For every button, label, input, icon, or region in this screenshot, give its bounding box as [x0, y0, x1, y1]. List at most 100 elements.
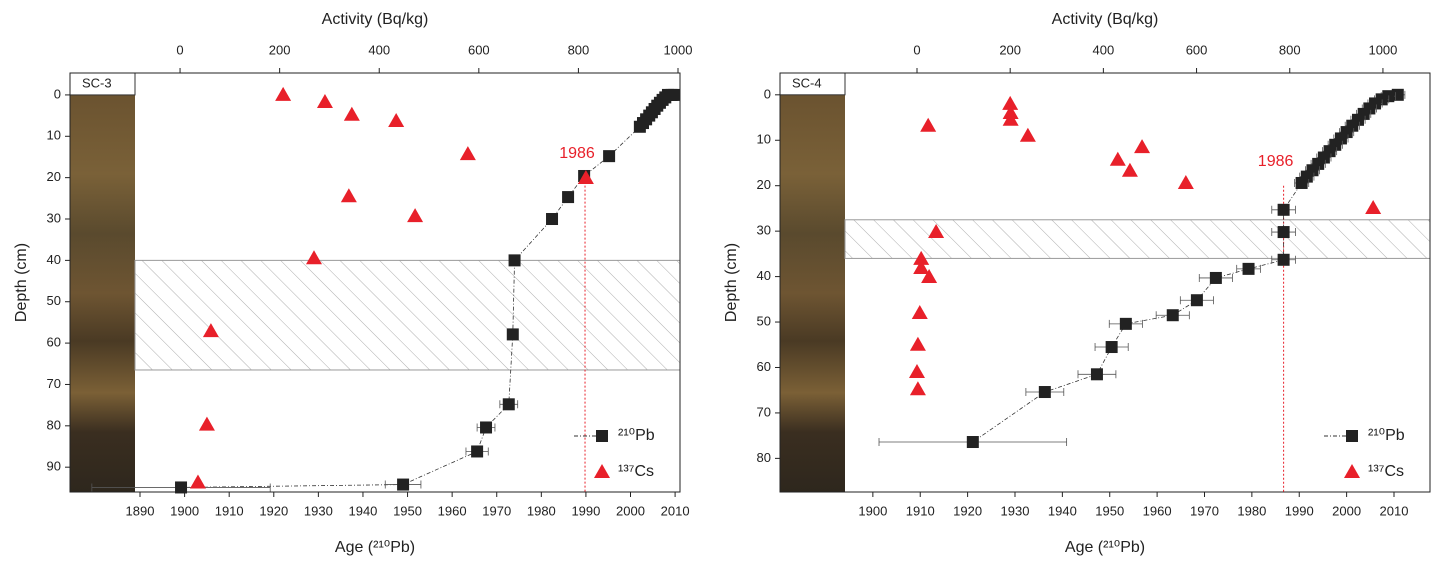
x-tick-label: 2000 [616, 503, 645, 518]
y-tick-label: 70 [47, 376, 61, 391]
point [480, 421, 493, 434]
point [546, 213, 559, 226]
point [562, 191, 575, 204]
x-tick-label: 1930 [1001, 503, 1030, 518]
point [911, 304, 928, 319]
x2-tick-label: 800 [568, 42, 590, 57]
point [928, 224, 945, 239]
point [1002, 95, 1019, 110]
x-tick-label: 1970 [482, 503, 511, 518]
y-tick-label: 60 [757, 359, 771, 374]
point [1277, 203, 1290, 216]
x-tick-label: 1940 [1048, 503, 1077, 518]
core-label: SC-3 [82, 75, 112, 90]
x2-tick-label: 0 [176, 42, 183, 57]
y-tick-label: 20 [47, 169, 61, 184]
x-tick-label: 1900 [170, 503, 199, 518]
legend-label: ¹³⁷Cs [618, 463, 654, 480]
y-tick-label: 40 [757, 268, 771, 283]
core-label: SC-4 [792, 75, 822, 90]
y-tick-label: 40 [47, 252, 61, 267]
x-tick-label: 1890 [126, 503, 155, 518]
x2-tick-label: 0 [913, 42, 920, 57]
x2-tick-label: 600 [468, 42, 490, 57]
legend-marker [1344, 464, 1360, 478]
x2-tick-label: 200 [269, 42, 291, 57]
legend-marker [1346, 430, 1358, 442]
legend-marker [594, 464, 610, 478]
x-tick-label: 1980 [1237, 503, 1266, 518]
point [1209, 271, 1222, 284]
point [1109, 151, 1126, 166]
point [966, 436, 979, 449]
annotation: 1986 [559, 145, 595, 162]
point [1365, 199, 1382, 214]
x-tick-label: 1990 [571, 503, 600, 518]
point [1134, 139, 1151, 154]
y-tick-label: 50 [47, 293, 61, 308]
point [909, 336, 926, 351]
point [202, 323, 219, 338]
x-axis-label: Age (²¹⁰Pb) [1065, 539, 1145, 556]
x2-axis-label: Activity (Bq/kg) [322, 11, 429, 28]
legend-marker [596, 430, 608, 442]
point [577, 170, 594, 185]
x-tick-label: 1940 [348, 503, 377, 518]
x-tick-label: 1900 [858, 503, 887, 518]
point [1277, 226, 1290, 239]
x2-tick-label: 400 [368, 42, 390, 57]
x2-tick-label: 200 [999, 42, 1021, 57]
annotation: 1986 [1258, 153, 1294, 170]
point [909, 381, 926, 396]
x-tick-label: 1920 [953, 503, 982, 518]
x-tick-label: 2010 [1380, 503, 1409, 518]
point [1090, 368, 1103, 381]
point [508, 254, 521, 267]
point [1121, 162, 1138, 177]
y-tick-label: 30 [757, 223, 771, 238]
x-tick-label: 1910 [906, 503, 935, 518]
x2-tick-label: 1000 [1368, 42, 1397, 57]
point [1177, 174, 1194, 189]
point [340, 188, 357, 203]
point [908, 364, 925, 379]
x-tick-label: 1960 [438, 503, 467, 518]
x-tick-label: 1910 [215, 503, 244, 518]
point [275, 86, 292, 101]
x2-axis-label: Activity (Bq/kg) [1052, 11, 1159, 28]
point [1119, 317, 1132, 330]
point [1242, 262, 1255, 275]
y-tick-label: 10 [757, 132, 771, 147]
x-tick-label: 1960 [1143, 503, 1172, 518]
y-tick-label: 70 [757, 404, 771, 419]
point [316, 93, 333, 108]
y-tick-label: 20 [757, 177, 771, 192]
y-tick-label: 80 [757, 450, 771, 465]
point [921, 269, 938, 284]
x2-tick-label: 800 [1279, 42, 1301, 57]
x-tick-label: 2000 [1332, 503, 1361, 518]
x-tick-label: 1970 [1190, 503, 1219, 518]
point [175, 481, 188, 494]
x-tick-label: 1920 [259, 503, 288, 518]
legend-label: ²¹⁰Pb [1368, 427, 1405, 444]
point [343, 106, 360, 121]
legend-label: ¹³⁷Cs [1368, 463, 1404, 480]
x2-tick-label: 400 [1093, 42, 1115, 57]
point [913, 259, 930, 274]
point [1295, 176, 1308, 189]
point [1038, 386, 1051, 399]
point [397, 478, 410, 491]
y-tick-label: 0 [764, 86, 771, 101]
y-tick-label: 10 [47, 128, 61, 143]
x-tick-label: 1990 [1285, 503, 1314, 518]
core-image [70, 94, 135, 493]
x-tick-label: 2010 [661, 503, 690, 518]
point [388, 112, 405, 127]
y-tick-label: 30 [47, 210, 61, 225]
point [1002, 111, 1019, 126]
point [913, 250, 930, 265]
point [1277, 253, 1290, 266]
point [459, 146, 476, 161]
point [407, 208, 424, 223]
